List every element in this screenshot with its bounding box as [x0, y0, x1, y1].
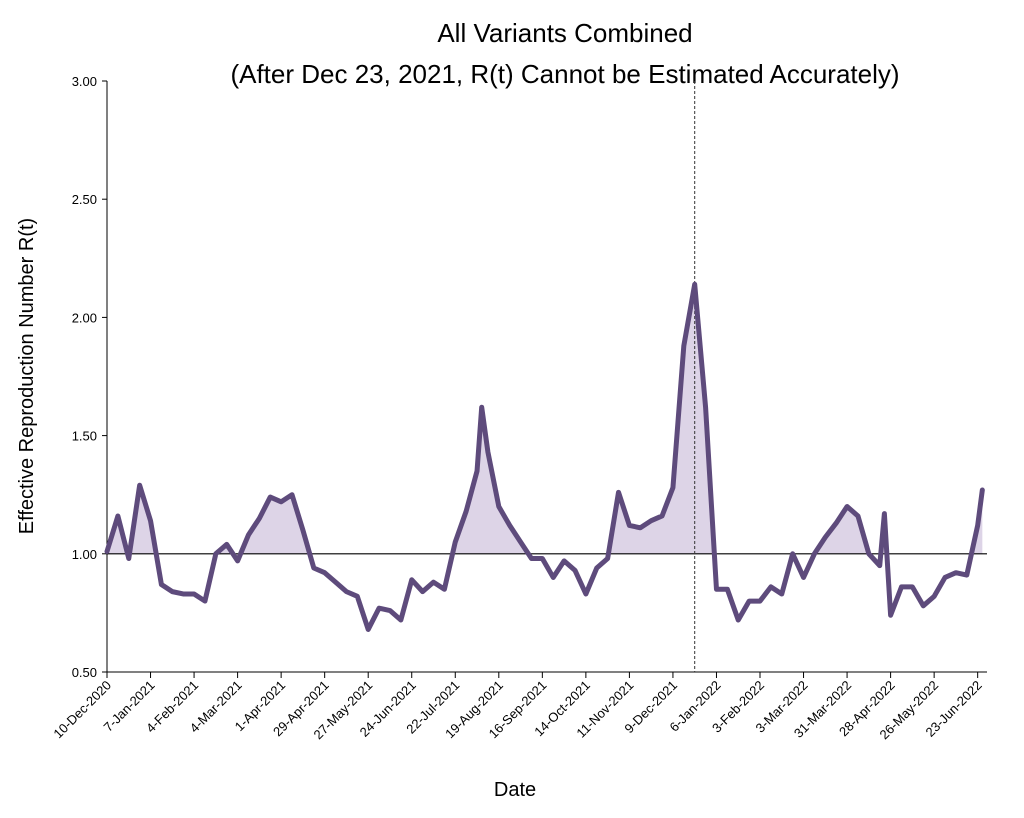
- y-tick-label: 2.50: [72, 192, 97, 207]
- area: [107, 284, 983, 554]
- chart-title: All Variants Combined: [437, 18, 692, 48]
- x-tick-label: 10-Dec-2020: [50, 678, 114, 742]
- y-tick-label: 3.00: [72, 74, 97, 89]
- y-tick-label: 2.00: [72, 310, 97, 325]
- x-axis-label: Date: [494, 779, 536, 801]
- y-tick-label: 1.50: [72, 429, 97, 444]
- y-tick-label: 1.00: [72, 547, 97, 562]
- chart-subtitle: (After Dec 23, 2021, R(t) Cannot be Esti…: [230, 59, 899, 89]
- y-axis-label: Effective Reproduction Number R(t): [16, 218, 38, 534]
- line: [104, 281, 985, 632]
- y-tick-label: 0.50: [72, 665, 97, 680]
